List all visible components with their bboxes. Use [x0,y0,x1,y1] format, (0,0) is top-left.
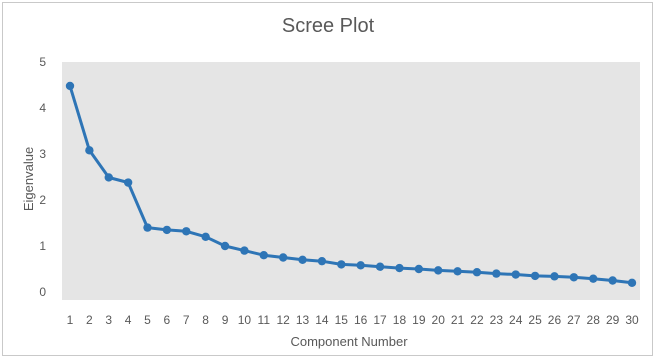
data-point [259,251,268,260]
data-point [375,262,385,271]
data-point [278,253,288,262]
x-tick-label: 1 [67,313,74,327]
y-tick-label: 1 [39,239,46,253]
x-tick-label: 2 [86,313,93,327]
y-tick-label: 2 [39,193,46,207]
y-axis-label: Eigenvalue [21,147,36,211]
y-axis-ticks: 0 1 2 3 4 5 [39,55,46,299]
x-tick-label: 13 [296,313,310,327]
x-tick-label: 30 [625,313,639,327]
x-tick-label: 15 [335,313,349,327]
data-point [434,266,443,275]
x-tick-label: 18 [393,313,407,327]
x-tick-label: 5 [144,313,151,327]
data-point [627,278,637,287]
data-point [104,173,113,182]
x-tick-label: 14 [315,313,329,327]
x-axis-ticks: 1 2 3 4 5 6 7 8 9 10 11 12 13 14 15 16 17 18 19 20 21 22 23 24 2… [67,313,639,327]
data-point [298,255,307,264]
x-tick-label: 16 [354,313,368,327]
data-point [143,223,152,232]
y-tick-label: 5 [39,55,46,69]
data-point [162,225,172,235]
x-tick-label: 6 [164,313,171,327]
y-tick-label: 4 [39,101,46,115]
x-tick-label: 21 [451,313,465,327]
data-point [472,268,482,277]
x-tick-label: 9 [222,313,229,327]
data-point [220,241,230,251]
x-tick-label: 24 [509,313,523,327]
x-tick-label: 25 [528,313,542,327]
x-tick-label: 26 [548,313,562,327]
x-tick-label: 22 [470,313,484,327]
x-tick-label: 8 [202,313,209,327]
data-point [589,274,598,283]
data-point [453,267,462,276]
eigenvalue-points [65,81,637,287]
data-point [317,256,327,266]
y-tick-label: 0 [39,285,46,299]
x-axis-label: Component Number [290,334,408,349]
x-tick-label: 20 [432,313,446,327]
data-point [356,261,365,270]
data-point [608,276,617,285]
data-point [511,270,520,279]
x-tick-label: 12 [276,313,290,327]
x-tick-label: 27 [567,313,581,327]
data-point [85,146,94,155]
x-tick-label: 28 [587,313,601,327]
data-point [123,178,133,187]
y-tick-label: 3 [39,147,46,161]
x-tick-label: 23 [490,313,504,327]
x-tick-label: 7 [183,313,190,327]
data-point [201,232,210,241]
x-tick-label: 4 [125,313,132,327]
x-tick-label: 17 [373,313,387,327]
data-point [492,269,501,278]
data-point [395,263,404,273]
x-tick-label: 29 [606,313,620,327]
chart-title: Scree Plot [282,15,375,37]
data-point [530,271,540,281]
data-point [550,272,559,281]
x-tick-label: 19 [412,313,426,327]
x-tick-label: 3 [105,313,112,327]
data-point [65,81,75,91]
data-point [240,246,249,255]
data-point [414,264,424,274]
plot-area [62,62,640,300]
data-point [569,273,579,282]
x-tick-label: 11 [258,313,271,327]
x-tick-label: 10 [238,313,252,327]
data-point [182,227,191,236]
data-point [337,260,346,269]
